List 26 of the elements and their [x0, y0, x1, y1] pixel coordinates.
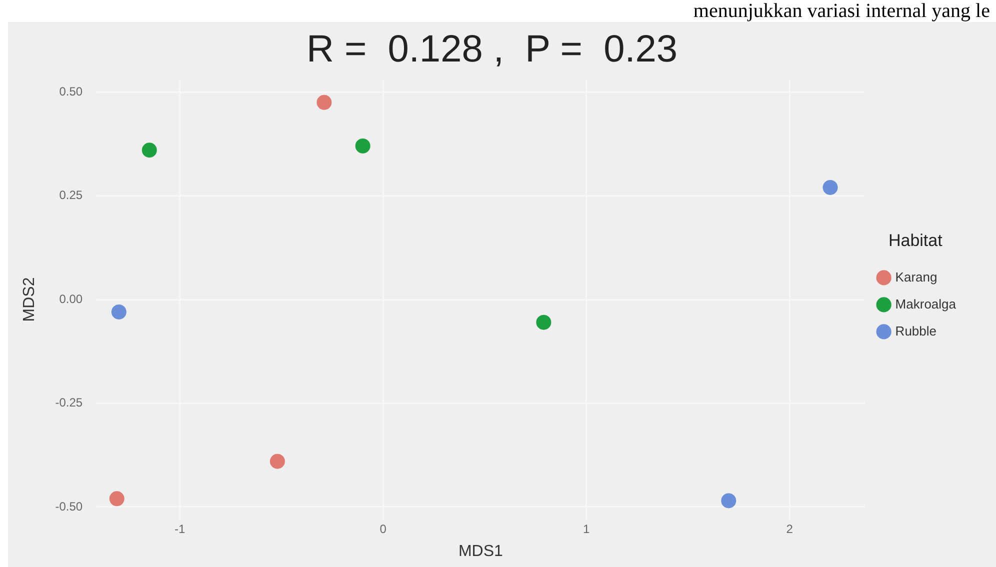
point — [822, 180, 838, 195]
x-tick-label: 2 — [786, 522, 794, 536]
point — [316, 94, 332, 110]
y-tick-label: -0.50 — [55, 499, 83, 514]
chart-title: R = 0.128 , P = 0.23 — [306, 28, 678, 70]
legend-label: Karang — [895, 269, 938, 284]
point — [536, 314, 552, 330]
point — [270, 454, 285, 469]
x-tick-label: 0 — [380, 522, 387, 536]
point — [111, 304, 126, 320]
y-tick-label: -0.25 — [55, 396, 83, 410]
point — [109, 491, 124, 506]
x-axis-title: MDS1 — [458, 542, 504, 560]
legend-label: Makroalga — [895, 296, 957, 312]
y-tick-label: 0.25 — [59, 188, 83, 202]
point — [721, 493, 736, 508]
x-tick-label: -1 — [174, 522, 186, 536]
legend-title: Habitat — [888, 230, 943, 250]
point — [355, 138, 370, 154]
y-tick-label: 0.50 — [59, 84, 83, 98]
x-tick-label: 1 — [583, 522, 590, 536]
y-tick-label: 0.00 — [59, 292, 83, 306]
point — [142, 142, 157, 158]
text: menunjukkan variasi internal yang le — [693, 0, 990, 22]
legend-label: Rubble — [895, 323, 937, 338]
y-axis-title: MDS2 — [21, 277, 38, 322]
